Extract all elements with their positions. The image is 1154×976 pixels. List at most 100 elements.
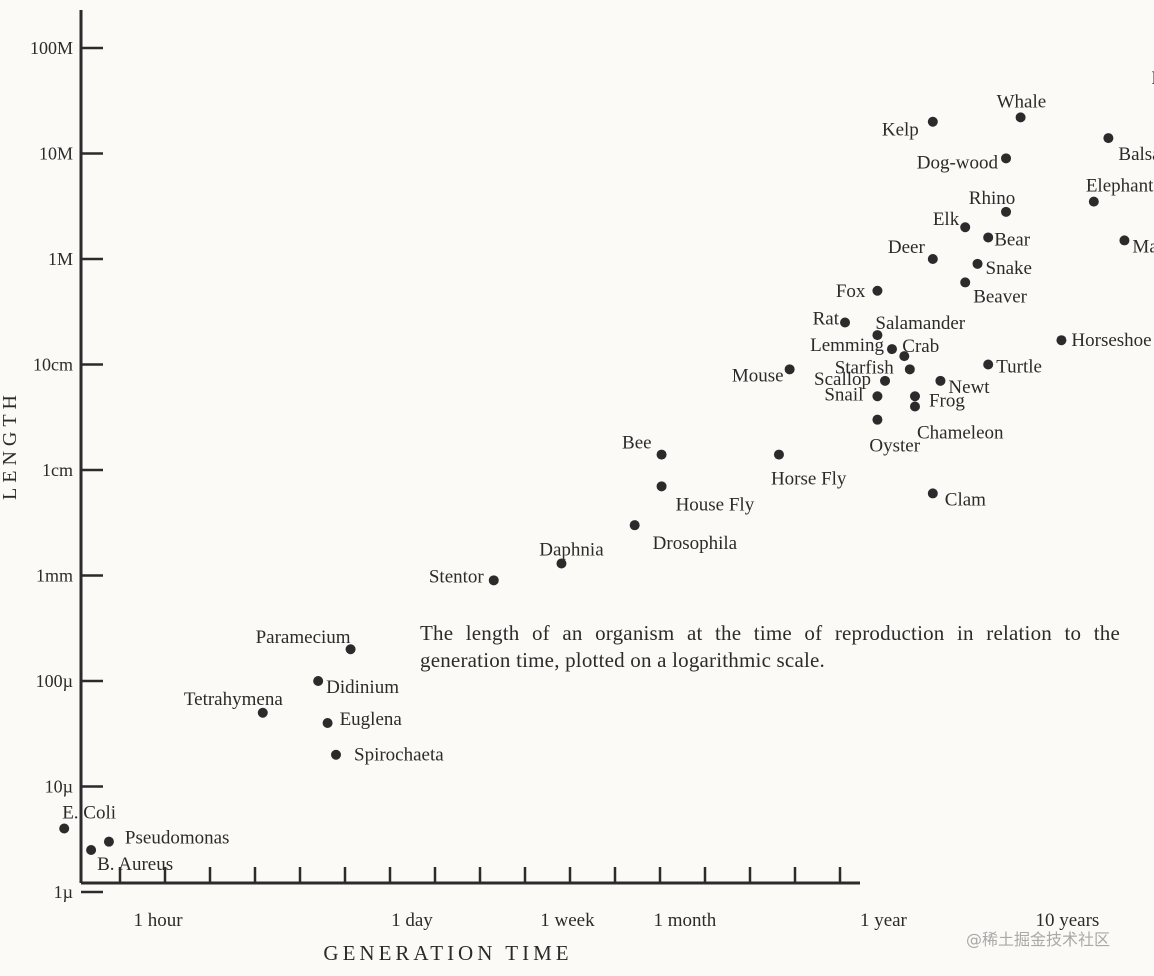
data-point — [872, 330, 883, 341]
data-label: Mouse — [732, 365, 784, 386]
data-label: Deer — [888, 237, 926, 258]
data-label: Fox — [836, 281, 866, 302]
data-label: Horseshoe Crab — [1071, 330, 1154, 351]
data-label: Drosophila — [653, 533, 738, 554]
data-label: Whale — [997, 91, 1047, 112]
y-tick-label: 1mm — [36, 566, 73, 586]
data-point — [899, 351, 910, 362]
y-tick-label: 10µ — [45, 777, 73, 797]
data-point — [1001, 206, 1012, 217]
data-label: House Fly — [676, 494, 755, 515]
data-label: B. Aureus — [97, 854, 173, 875]
data-point — [86, 845, 97, 856]
data-label: Man — [1132, 236, 1154, 257]
data-point — [1001, 153, 1012, 164]
data-point — [257, 707, 268, 718]
data-point — [872, 391, 883, 402]
data-label: Frog — [929, 390, 965, 411]
data-point — [972, 258, 983, 269]
x-tick-label: 1 month — [653, 910, 716, 931]
data-label: Scallop — [814, 369, 871, 390]
data-point — [556, 558, 567, 569]
x-tick-label: 1 week — [540, 910, 595, 931]
x-tick-label: 1 hour — [133, 910, 183, 931]
data-point — [59, 823, 70, 834]
data-point — [880, 375, 891, 386]
data-label: Snake — [986, 258, 1032, 279]
y-tick-label: 100M — [30, 38, 73, 58]
data-point — [904, 364, 915, 375]
data-label: Bee — [622, 433, 652, 454]
data-label: Bear — [994, 229, 1031, 250]
data-label: Salamander — [875, 313, 965, 334]
data-point — [488, 575, 499, 586]
chart-caption: The length of an organism at the time of… — [420, 621, 1120, 672]
data-point — [909, 391, 920, 402]
x-tick-label: 1 year — [860, 910, 908, 931]
data-label: Euglena — [340, 709, 403, 730]
data-point — [345, 644, 356, 655]
data-point — [1015, 112, 1026, 123]
y-tick-label: 10M — [39, 144, 73, 164]
data-label: Spirochaeta — [354, 745, 444, 766]
data-point — [960, 222, 971, 233]
data-label: Elephant — [1086, 176, 1154, 197]
data-point — [656, 449, 667, 460]
data-point — [840, 317, 851, 328]
y-tick-label: 1µ — [54, 882, 73, 902]
data-label: Paramecium — [256, 627, 351, 648]
data-point — [629, 520, 640, 531]
data-label: Pseudomonas — [125, 828, 229, 849]
data-point — [983, 232, 994, 243]
data-label: Tetrahymena — [184, 689, 283, 710]
data-point — [872, 285, 883, 296]
y-axis-title: LENGTH — [0, 390, 21, 500]
y-tick-label: 10cm — [33, 355, 73, 375]
watermark: @稀土掘金技术社区 — [966, 930, 1111, 949]
data-point — [313, 676, 324, 686]
data-label: Chameleon — [917, 422, 1004, 443]
data-label: Crab — [902, 336, 939, 357]
data-point — [1056, 335, 1067, 346]
data-label: Lemming — [810, 335, 884, 356]
data-label: Beaver — [973, 286, 1027, 307]
data-point — [935, 375, 946, 386]
x-tick-label: 10 years — [1035, 910, 1099, 931]
data-point — [983, 359, 994, 370]
y-tick-label: 1cm — [42, 460, 73, 480]
data-label: Rat — [813, 309, 840, 330]
data-label: E. Coli — [62, 802, 116, 823]
data-point — [784, 364, 795, 375]
data-point — [927, 488, 938, 499]
x-tick-label: 1 day — [391, 910, 433, 931]
x-axis-title: GENERATION TIME — [323, 941, 572, 965]
data-point — [1088, 196, 1099, 207]
data-label: Elk — [933, 209, 960, 230]
data-point — [331, 749, 341, 760]
data-point — [773, 449, 784, 460]
data-label: Stentor — [429, 566, 485, 587]
data-label: Oyster — [869, 436, 920, 457]
data-point — [1103, 133, 1114, 144]
data-label: Snail — [824, 384, 863, 405]
data-point — [960, 277, 971, 288]
data-label: Balsam — [1118, 144, 1154, 165]
data-point — [872, 414, 883, 425]
data-label: Fir — [1151, 68, 1154, 89]
data-label: Rhino — [969, 188, 1015, 209]
data-label: Horse Fly — [771, 469, 847, 490]
data-label: Newt — [948, 377, 990, 398]
data-label: Kelp — [882, 120, 919, 141]
data-point — [322, 717, 333, 728]
data-label: Dog-wood — [917, 152, 999, 173]
data-point — [1119, 235, 1130, 246]
data-label: Daphnia — [539, 539, 604, 560]
data-label: Didinium — [326, 677, 399, 698]
data-point — [656, 481, 667, 492]
data-point — [103, 836, 114, 847]
y-tick-label: 1M — [48, 249, 73, 269]
data-label: Starfish — [835, 357, 895, 378]
data-point — [909, 401, 920, 412]
